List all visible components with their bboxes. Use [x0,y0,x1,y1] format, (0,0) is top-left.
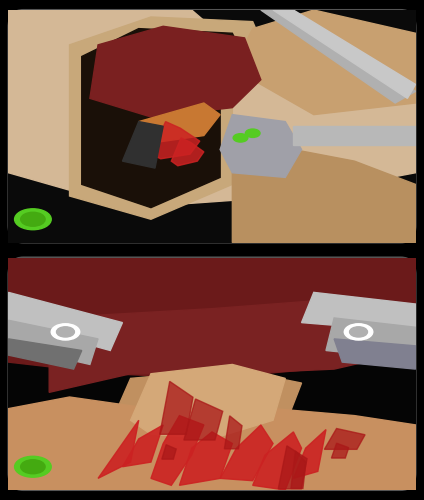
Polygon shape [179,432,232,486]
Polygon shape [301,292,416,332]
Polygon shape [293,430,326,478]
Circle shape [14,209,51,230]
Circle shape [14,456,51,477]
FancyBboxPatch shape [8,258,416,490]
Polygon shape [261,10,416,103]
Polygon shape [98,420,139,478]
Polygon shape [224,416,242,449]
Polygon shape [232,10,416,115]
Polygon shape [8,292,123,350]
Polygon shape [8,258,416,490]
Polygon shape [220,114,301,178]
Polygon shape [273,10,416,99]
Polygon shape [253,432,301,490]
Polygon shape [70,17,273,219]
Circle shape [51,324,80,340]
Polygon shape [220,425,273,480]
Circle shape [349,327,368,337]
Polygon shape [184,399,223,440]
Polygon shape [123,122,163,168]
Polygon shape [326,318,416,360]
Circle shape [21,212,45,226]
Polygon shape [291,451,306,488]
Polygon shape [8,320,98,364]
Circle shape [344,324,373,340]
Circle shape [245,129,260,138]
Polygon shape [8,339,82,369]
Polygon shape [90,26,261,117]
Polygon shape [151,416,204,486]
Polygon shape [324,428,365,450]
Circle shape [56,327,75,337]
Polygon shape [232,150,416,242]
Polygon shape [8,397,416,490]
Polygon shape [82,28,253,208]
Polygon shape [8,10,416,242]
Polygon shape [110,369,301,444]
Polygon shape [162,444,176,459]
Circle shape [21,460,45,473]
Polygon shape [171,138,204,166]
Circle shape [233,134,248,142]
Polygon shape [293,126,416,145]
Polygon shape [8,258,416,378]
Polygon shape [131,364,285,439]
Polygon shape [139,103,220,142]
Polygon shape [49,300,416,392]
FancyBboxPatch shape [8,10,416,242]
Polygon shape [332,443,349,458]
Polygon shape [160,382,193,434]
Polygon shape [8,10,416,207]
Polygon shape [278,446,307,489]
Polygon shape [151,122,200,159]
Polygon shape [334,339,416,369]
Polygon shape [123,425,163,467]
